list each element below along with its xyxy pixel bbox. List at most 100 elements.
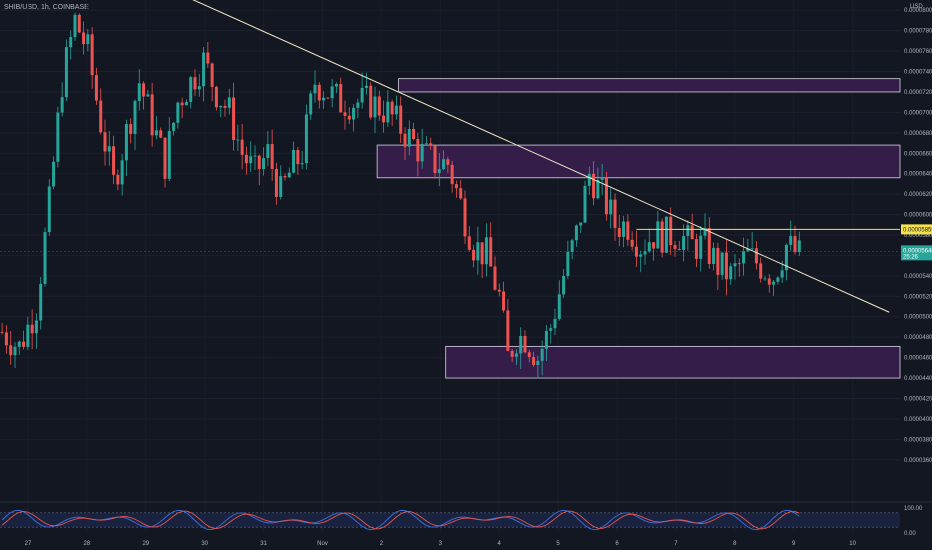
candle-body xyxy=(266,144,270,159)
candle-body xyxy=(133,100,137,134)
candle-body xyxy=(347,115,351,120)
candle-body xyxy=(142,83,146,97)
candle-body xyxy=(86,34,90,45)
x-tick-label: 28 xyxy=(84,541,91,547)
candle-body xyxy=(763,278,767,280)
candle-body xyxy=(587,173,591,186)
candle-body xyxy=(326,97,330,99)
candle-body xyxy=(107,146,111,152)
candle-body xyxy=(163,137,167,179)
candle-body xyxy=(553,318,557,329)
candle-body xyxy=(292,149,296,173)
candle-body xyxy=(26,324,30,347)
candle-body xyxy=(313,84,317,94)
candle-body xyxy=(360,87,364,103)
candle-body xyxy=(737,263,741,265)
candle-body xyxy=(797,240,801,252)
candle-body xyxy=(656,221,660,249)
candle-body xyxy=(433,145,437,173)
candle-body xyxy=(124,124,128,161)
candle-body xyxy=(784,244,788,271)
x-tick-label: 7 xyxy=(674,541,678,547)
candle-body xyxy=(407,128,411,147)
candle-body xyxy=(373,96,377,118)
candle-body xyxy=(437,169,441,173)
candle-body xyxy=(236,139,240,141)
candle-body xyxy=(214,86,218,108)
candle-body xyxy=(120,160,124,185)
candle-body xyxy=(150,94,154,136)
candle-body xyxy=(22,341,26,347)
candle-body xyxy=(562,276,566,295)
candle-body xyxy=(557,294,561,319)
candle-body xyxy=(789,236,793,245)
candle-body xyxy=(206,52,210,64)
candle-body xyxy=(352,107,356,120)
x-tick-label: 29 xyxy=(142,541,149,547)
candle-body xyxy=(626,221,630,240)
candle-body xyxy=(634,246,638,257)
candle-body xyxy=(227,97,231,108)
candle-body xyxy=(382,115,386,123)
candle-body xyxy=(4,332,8,346)
candle-body xyxy=(450,164,454,185)
candle-body xyxy=(519,335,523,354)
candle-body xyxy=(34,320,38,334)
candle-body xyxy=(442,159,446,170)
x-tick-label: 30 xyxy=(201,541,208,547)
stochastic-pane xyxy=(0,501,932,531)
candle-body xyxy=(262,158,266,170)
stoch-d-line xyxy=(1,510,800,530)
candle-body xyxy=(210,63,214,87)
candle-body xyxy=(712,247,716,264)
candle-body xyxy=(643,251,647,255)
candle-body xyxy=(472,249,476,261)
candle-body xyxy=(609,199,613,215)
x-tick-label: 10 xyxy=(849,541,856,547)
overlays xyxy=(0,0,900,313)
candle-body xyxy=(52,161,56,187)
candle-body xyxy=(47,186,51,233)
candle-body xyxy=(137,83,141,101)
axis-unit-label: USD xyxy=(910,4,923,10)
candle-body xyxy=(334,84,338,87)
candle-body xyxy=(386,101,390,123)
candle-body xyxy=(103,132,107,152)
candle-body xyxy=(463,198,467,237)
candle-body xyxy=(544,330,548,349)
candle-body xyxy=(664,216,668,253)
candle-body xyxy=(403,133,407,147)
candle-body xyxy=(159,130,163,138)
candle-body xyxy=(540,348,544,361)
candle-body xyxy=(660,221,664,253)
candle-body xyxy=(459,188,463,199)
candle-body xyxy=(424,143,428,145)
candle-body xyxy=(570,240,574,252)
x-tick-label: 8 xyxy=(733,541,737,547)
candle-body xyxy=(502,291,506,311)
candle-body xyxy=(184,101,188,106)
candle-body xyxy=(523,335,527,353)
candle-body xyxy=(223,105,227,108)
x-tick-label: 27 xyxy=(25,541,32,547)
candle-body xyxy=(742,251,746,264)
candle-body xyxy=(249,156,253,164)
candle-body xyxy=(412,128,416,139)
candle-body xyxy=(574,225,578,241)
candle-body xyxy=(394,105,398,115)
candle-body xyxy=(729,266,733,280)
